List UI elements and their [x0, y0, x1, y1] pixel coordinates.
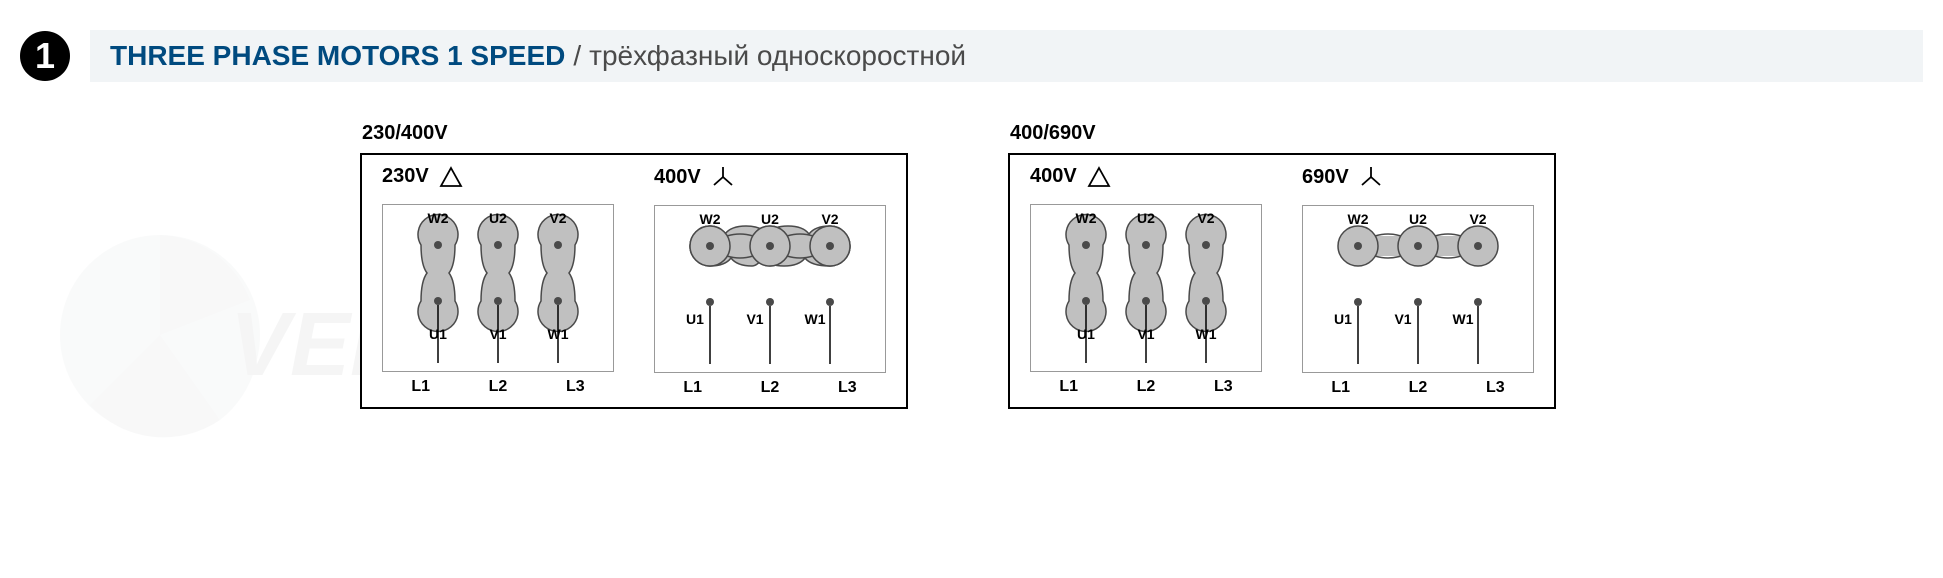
terminal-diagram-delta: W2 U2 V2 U1 V1 W1 [393, 213, 603, 363]
group-label: 230/400V [362, 122, 908, 145]
header-row: 1 THREE PHASE MOTORS 1 SPEED / трёхфазны… [0, 20, 1943, 92]
voltage-group-1: 230/400V 230V [360, 122, 908, 409]
panel-header: 400V [654, 165, 886, 189]
line-label: L1 [1331, 379, 1350, 397]
group-label: 400/690V [1010, 122, 1556, 145]
svg-text:U1: U1 [1334, 311, 1352, 327]
panel-star: 690V [1282, 155, 1554, 407]
terminal-inner-box: W2U2V2 U1V1W1 [1030, 204, 1262, 372]
svg-text:V2: V2 [1197, 213, 1214, 226]
line-label: L3 [566, 378, 585, 396]
connection-box: 230V [360, 153, 908, 409]
line-labels-row: L1 L2 L3 [1302, 373, 1534, 407]
terminal-inner-box: W2 U2 V2 U1 V1 W1 [654, 205, 886, 373]
connection-box: 400V [1008, 153, 1556, 409]
star-icon [1359, 165, 1383, 189]
terminal-inner-box: W2 U2 V2 U1 V1 W1 [382, 204, 614, 372]
title-english: THREE PHASE MOTORS 1 SPEED [110, 40, 565, 72]
panel-delta: 230V [362, 155, 634, 407]
terminal-inner-box: W2 U2 V2 U1 V1 W1 [1302, 205, 1534, 373]
voltage-label: 400V [1030, 165, 1077, 188]
voltage-label: 690V [1302, 166, 1349, 189]
line-labels-row: L1 L2 L3 [654, 373, 886, 407]
title-russian: трёхфазный односкоростной [589, 40, 966, 72]
delta-icon [439, 166, 463, 188]
line-label: L1 [683, 379, 702, 397]
svg-text:W1: W1 [805, 311, 826, 327]
delta-icon [1087, 166, 1111, 188]
panel-header: 400V [1030, 165, 1262, 188]
panel-header: 690V [1302, 165, 1534, 189]
terminal-diagram-delta: W2U2V2 U1V1W1 [1041, 213, 1251, 363]
svg-text:W2: W2 [1348, 214, 1369, 227]
svg-text:W2: W2 [700, 214, 721, 227]
star-icon [711, 165, 735, 189]
svg-text:U2: U2 [761, 214, 779, 227]
line-label: L1 [1059, 378, 1078, 396]
line-label: L1 [411, 378, 430, 396]
voltage-label: 400V [654, 166, 701, 189]
svg-text:V2: V2 [821, 214, 838, 227]
svg-text:W2: W2 [1076, 213, 1097, 226]
svg-text:V1: V1 [1394, 311, 1411, 327]
panel-star: 400V [634, 155, 906, 407]
line-label: L3 [838, 379, 857, 397]
svg-text:U1: U1 [686, 311, 704, 327]
svg-text:V1: V1 [746, 311, 763, 327]
section-number-badge: 1 [20, 31, 70, 81]
line-label: L3 [1214, 378, 1233, 396]
terminal-diagram-star: W2 U2 V2 U1 V1 W1 [1313, 214, 1523, 364]
title-separator: / [573, 40, 581, 72]
voltage-label: 230V [382, 165, 429, 188]
top-label: V2 [549, 213, 566, 226]
top-label: W2 [428, 213, 449, 226]
terminal-diagram-star: W2 U2 V2 U1 V1 W1 [665, 214, 875, 364]
svg-text:W1: W1 [1453, 311, 1474, 327]
svg-text:U2: U2 [1409, 214, 1427, 227]
line-labels-row: L1 L2 L3 [382, 372, 614, 406]
line-label: L2 [489, 378, 508, 396]
panel-delta: 400V [1010, 155, 1282, 407]
diagrams-container: 230/400V 230V [0, 92, 1943, 439]
line-label: L2 [761, 379, 780, 397]
panel-header: 230V [382, 165, 614, 188]
svg-text:U2: U2 [1137, 213, 1155, 226]
line-label: L2 [1137, 378, 1156, 396]
svg-text:V2: V2 [1469, 214, 1486, 227]
section-number: 1 [35, 35, 55, 77]
line-label: L3 [1486, 379, 1505, 397]
line-labels-row: L1 L2 L3 [1030, 372, 1262, 406]
title-bar: THREE PHASE MOTORS 1 SPEED / трёхфазный … [90, 30, 1923, 82]
line-label: L2 [1409, 379, 1428, 397]
top-label: U2 [489, 213, 507, 226]
voltage-group-2: 400/690V 400V [1008, 122, 1556, 409]
